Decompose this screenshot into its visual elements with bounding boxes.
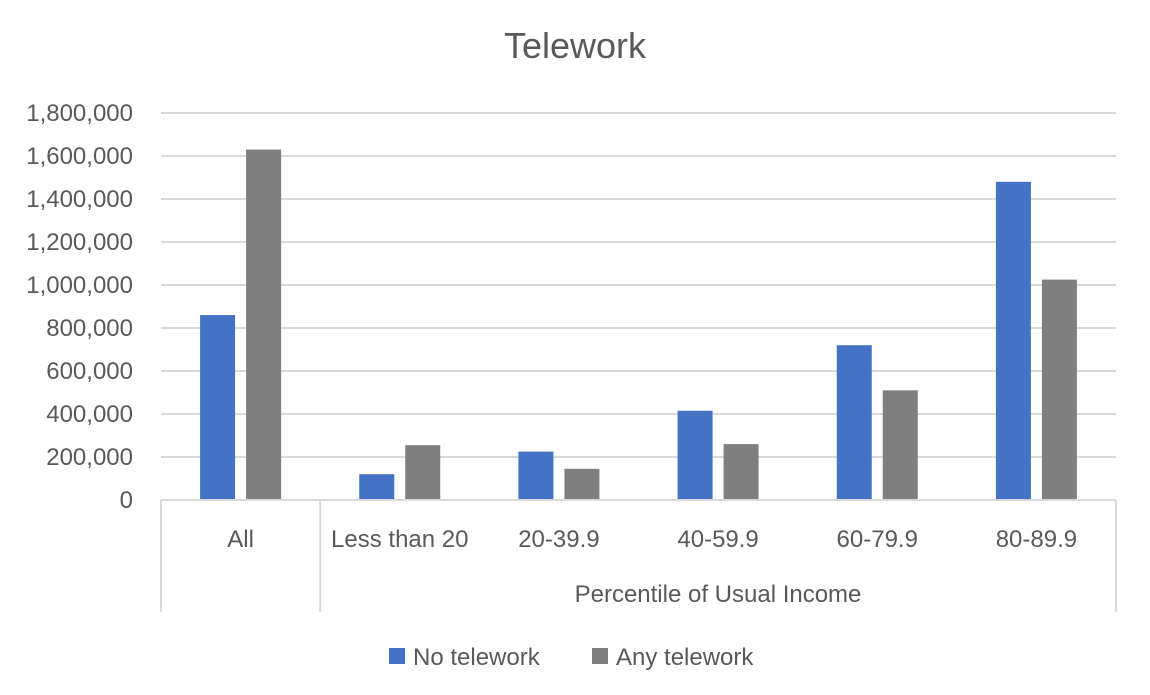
x-tick-label: All bbox=[227, 526, 254, 553]
y-tick-label: 600,000 bbox=[46, 358, 133, 385]
bar-no-telework bbox=[836, 345, 872, 500]
y-tick-label: 400,000 bbox=[46, 401, 133, 428]
x-tick-label: 40-59.9 bbox=[677, 526, 758, 553]
x-tick-label: 80-89.9 bbox=[996, 526, 1077, 553]
y-tick-label: 200,000 bbox=[46, 444, 133, 471]
bar-no-telework bbox=[200, 315, 236, 500]
x-axis: All Less than 20 20-39.9 40-59.9 60-79.9 80-8… bbox=[160, 499, 1117, 612]
y-axis-ticks: 0 200,000 400,000 600,000 800,000 1,000,000 1,… bbox=[26, 100, 133, 514]
legend-label: Any telework bbox=[616, 644, 754, 671]
y-tick-label: 0 bbox=[120, 487, 133, 514]
bar-any-telework bbox=[246, 149, 282, 501]
y-tick-label: 1,800,000 bbox=[26, 100, 133, 127]
chart-title: Telework bbox=[504, 25, 647, 66]
bar-any-telework bbox=[723, 444, 759, 500]
legend-label: No telework bbox=[413, 644, 541, 671]
bar-no-telework bbox=[677, 410, 713, 500]
bar-no-telework bbox=[359, 474, 395, 500]
legend: No telework Any telework bbox=[389, 644, 754, 671]
x-axis-title: Percentile of Usual Income bbox=[575, 581, 862, 608]
bar-any-telework bbox=[564, 468, 600, 500]
y-tick-label: 1,600,000 bbox=[26, 143, 133, 170]
x-tick-label: 20-39.9 bbox=[518, 526, 599, 553]
legend-swatch bbox=[592, 648, 608, 664]
y-tick-label: 1,200,000 bbox=[26, 229, 133, 256]
legend-swatch bbox=[389, 648, 405, 664]
bar-no-telework bbox=[995, 181, 1031, 501]
bar-no-telework bbox=[518, 451, 554, 500]
x-tick-label: 60-79.9 bbox=[837, 526, 918, 553]
bar-any-telework bbox=[1041, 279, 1077, 500]
bar-any-telework bbox=[882, 390, 918, 500]
gridlines bbox=[161, 112, 1116, 458]
bar-any-telework bbox=[405, 445, 441, 500]
y-tick-label: 1,000,000 bbox=[26, 272, 133, 299]
x-tick-label: Less than 20 bbox=[331, 526, 468, 553]
y-tick-label: 1,400,000 bbox=[26, 186, 133, 213]
y-tick-label: 800,000 bbox=[46, 315, 133, 342]
bars bbox=[200, 149, 1077, 501]
